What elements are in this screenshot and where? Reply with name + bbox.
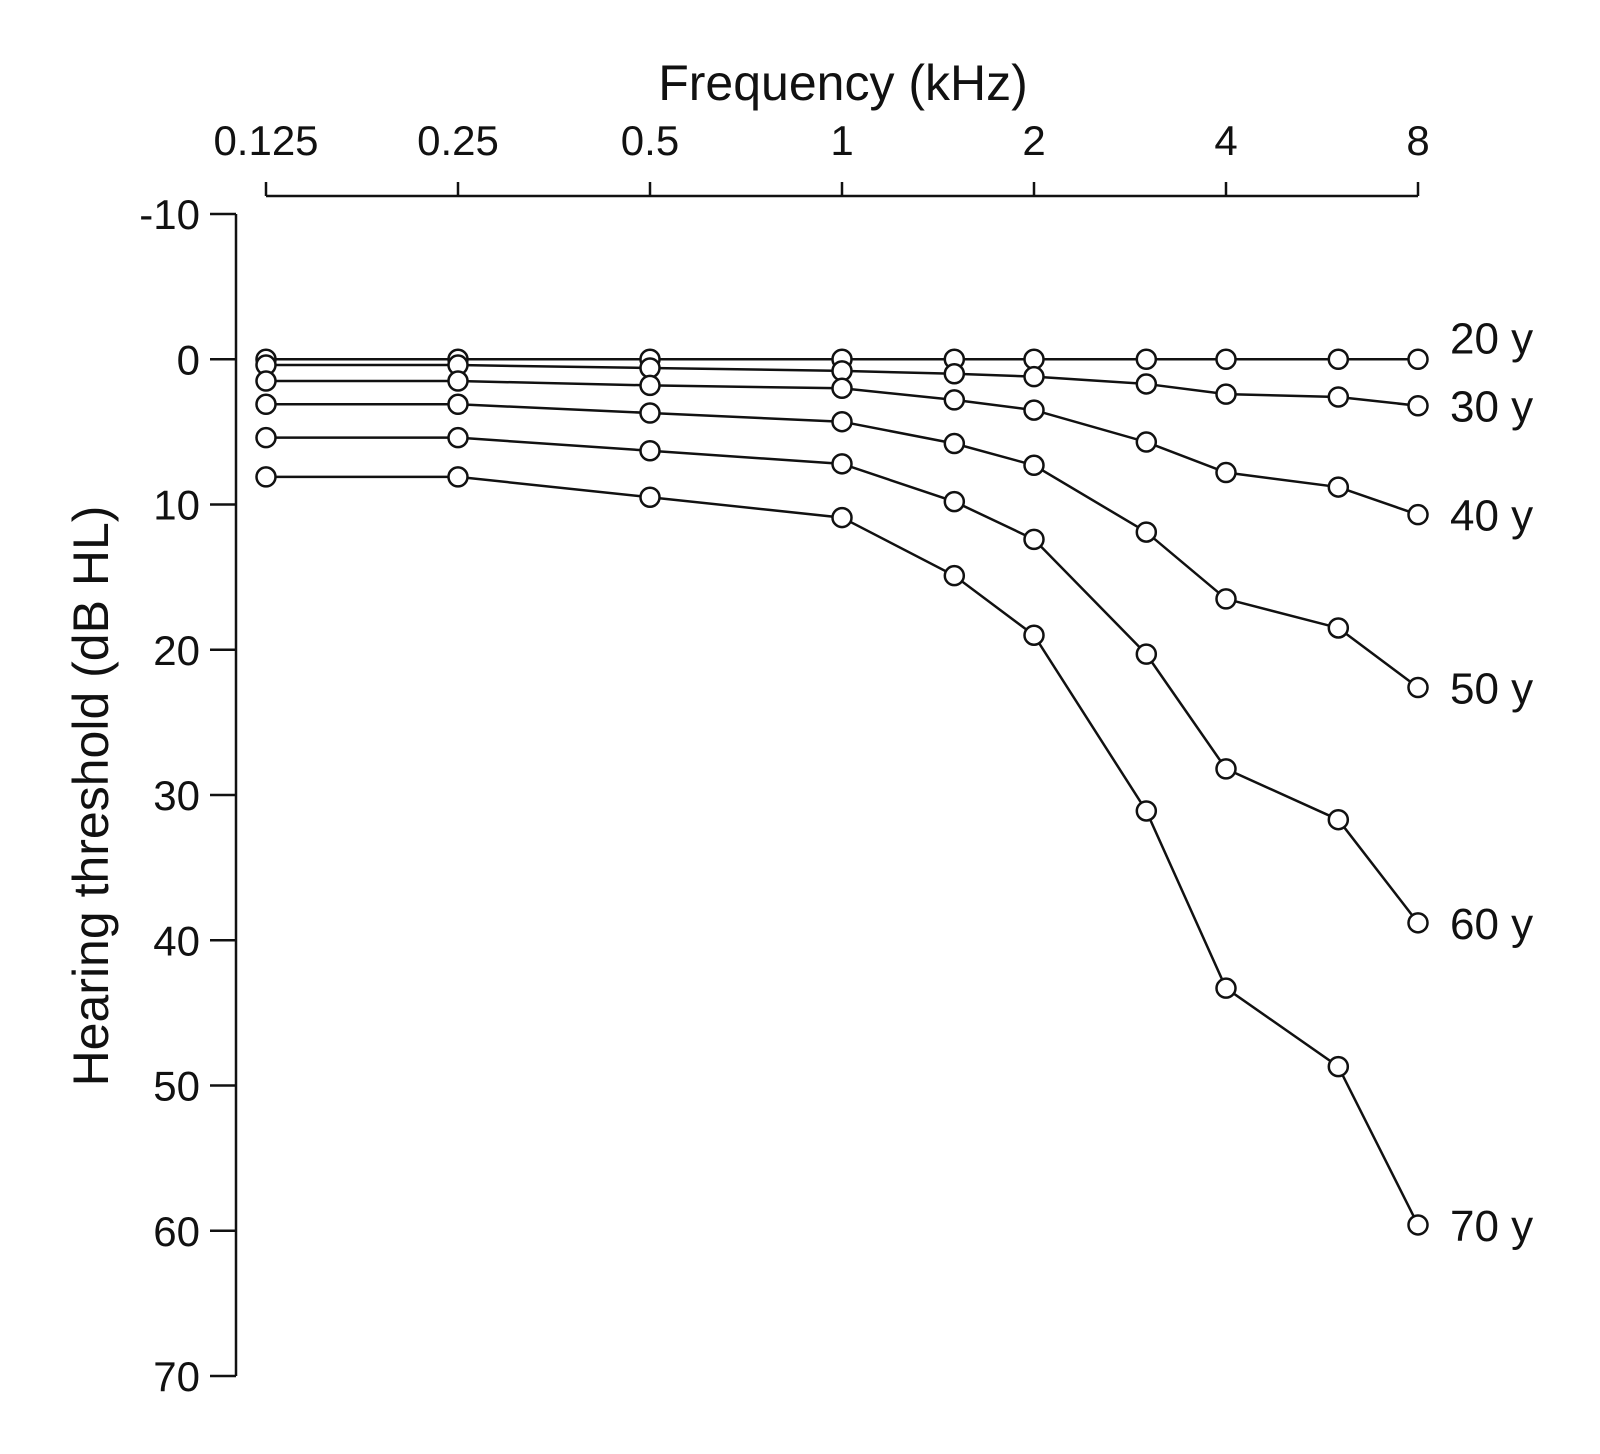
series-label: 40 y: [1450, 492, 1533, 541]
data-point: [1023, 348, 1045, 370]
data-point: [1407, 912, 1429, 934]
y-tick-label: 40: [153, 917, 200, 964]
data-point: [1407, 394, 1429, 417]
series-label: 50 y: [1450, 665, 1533, 714]
data-point: [1215, 977, 1237, 999]
data-point: [943, 564, 966, 587]
x-tick-label: 4: [1214, 117, 1237, 164]
data-point: [831, 360, 853, 382]
series-line-5: [266, 475, 1420, 1226]
data-point: [447, 393, 469, 416]
data-point: [639, 402, 661, 424]
y-tick-label: 10: [153, 482, 200, 529]
data-point: [831, 377, 853, 400]
data-point: [1327, 476, 1350, 498]
data-point: [255, 393, 277, 416]
series-labels: 20 y 30 y 40 y 50 y 60 y 70 y: [1450, 314, 1533, 1251]
y-tick-label: 30: [153, 772, 200, 819]
x-tick-label: 0.125: [213, 117, 318, 164]
data-point: [831, 410, 853, 433]
data-point: [1327, 386, 1350, 408]
data-point: [255, 370, 277, 392]
data-point: [1327, 617, 1350, 639]
data-point: [1135, 348, 1158, 370]
data-point: [943, 363, 966, 385]
data-point: [1407, 676, 1429, 699]
data-point: [943, 389, 966, 411]
data-point: [1327, 1055, 1350, 1078]
y-tick-label: -10: [139, 191, 200, 238]
data-point: [1215, 348, 1237, 370]
data-point: [943, 432, 966, 455]
data-point: [1215, 758, 1237, 780]
series-label: 70 y: [1450, 1202, 1533, 1251]
data-point: [1023, 365, 1045, 388]
data-point: [639, 374, 661, 397]
x-tick-label: 1: [830, 117, 853, 164]
data-point: [1215, 383, 1237, 405]
data-point: [1135, 800, 1158, 822]
x-tick-label: 2: [1022, 117, 1045, 164]
data-point: [1407, 503, 1429, 526]
series-group: [255, 348, 1429, 1236]
y-tick-label: 70: [153, 1353, 200, 1400]
series-label: 30 y: [1450, 383, 1533, 432]
x-tick-label: 8: [1406, 117, 1429, 164]
x-axis: 0.125 0.25 0.5 1 2 4 8: [213, 117, 1430, 198]
data-point: [943, 490, 966, 513]
data-point: [447, 466, 469, 488]
y-tick-label: 20: [153, 627, 200, 674]
data-point: [831, 453, 853, 475]
data-point: [1327, 348, 1350, 370]
series-line-3: [266, 403, 1419, 689]
data-point: [1407, 348, 1429, 370]
series-label: 20 y: [1450, 314, 1533, 363]
data-point: [1135, 431, 1158, 453]
series-line-2: [266, 379, 1419, 516]
series-line-4: [266, 436, 1419, 924]
y-tick-label: 50: [153, 1063, 200, 1110]
data-point: [1407, 1214, 1429, 1236]
x-tick-label: 0.5: [621, 117, 679, 164]
data-point: [639, 357, 661, 379]
data-point: [639, 486, 661, 508]
data-point: [1023, 528, 1045, 551]
data-point: [447, 370, 469, 392]
data-point: [255, 426, 277, 449]
data-point: [1135, 373, 1158, 395]
data-point: [1023, 454, 1045, 477]
data-point: [1215, 588, 1237, 610]
data-point: [1327, 808, 1350, 831]
data-point: [1215, 461, 1237, 484]
data-point: [639, 440, 661, 462]
data-point: [447, 426, 469, 449]
data-point: [255, 466, 277, 488]
y-axis-title: Hearing threshold (dB HL): [63, 506, 119, 1087]
data-point: [1135, 643, 1158, 665]
data-point: [1023, 399, 1045, 421]
x-axis-title: Frequency (kHz): [658, 55, 1028, 111]
y-axis: -10 0 10 20 30 40 50 60 70: [139, 191, 238, 1400]
data-point: [1135, 521, 1158, 543]
x-tick-label: 0.25: [417, 117, 499, 164]
series-label: 60 y: [1450, 900, 1533, 949]
y-tick-label: 0: [177, 336, 200, 383]
y-tick-label: 60: [153, 1208, 200, 1255]
data-point: [1023, 624, 1045, 646]
series-line-1: [266, 363, 1419, 407]
data-point: [831, 506, 853, 529]
